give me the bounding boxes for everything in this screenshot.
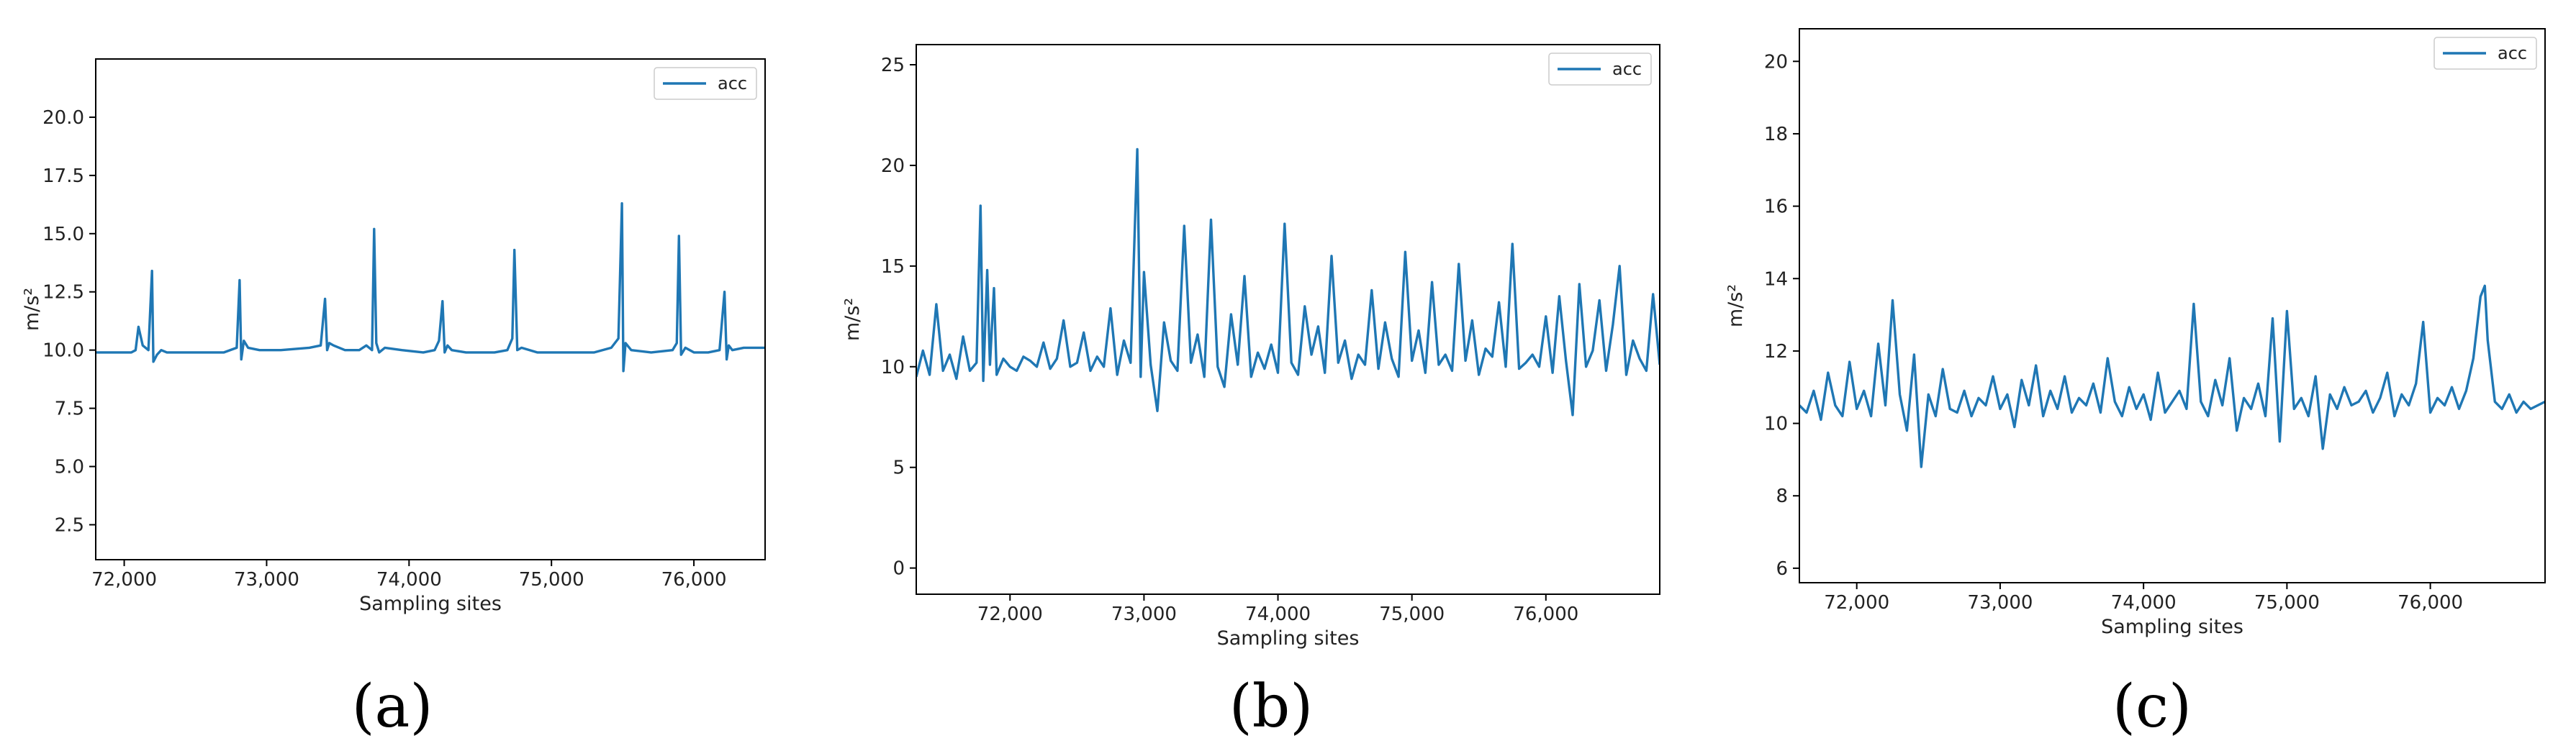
x-tick-label: 72,000	[91, 569, 157, 591]
series-line-acc	[916, 147, 1660, 417]
x-tick-label: 73,000	[1111, 604, 1177, 625]
y-tick-label: 12.5	[42, 282, 84, 304]
y-tick-label: 6	[1776, 558, 1788, 580]
chart-panel-b: 72,000 73,000 74,000 75,000 76,000 0 5 10 15 20 25…	[841, 44, 1660, 650]
series-line-acc	[1799, 284, 2545, 468]
y-tick-label: 0	[892, 558, 905, 580]
plot-frame	[95, 58, 766, 560]
x-tick-label: 75,000	[2254, 592, 2320, 614]
y-tick-label: 5	[892, 458, 905, 479]
y-tick-label: 25	[881, 55, 905, 76]
y-tick-label: 7.5	[55, 399, 84, 420]
y-tick-label: 18	[1764, 124, 1788, 145]
x-axis-label: Sampling sites	[1217, 627, 1360, 650]
x-tick-label: 74,000	[2111, 592, 2177, 614]
x-axis-label: Sampling sites	[2101, 616, 2243, 638]
y-tick-label: 16	[1764, 196, 1788, 218]
x-tick-label: 75,000	[519, 569, 584, 591]
x-tick-label: 75,000	[1379, 604, 1445, 625]
y-tick-label: 5.0	[55, 457, 84, 478]
x-tick-label: 76,000	[2398, 592, 2463, 614]
x-tick-label: 74,000	[376, 569, 442, 591]
plot-frame	[1799, 28, 2546, 583]
panel-caption-b: (b)	[1229, 673, 1313, 741]
panel-caption-c: (c)	[2112, 673, 2192, 741]
x-axis-label: Sampling sites	[359, 593, 502, 615]
chart-panel-c: 72,000 73,000 74,000 75,000 76,000 6 8 10 12 14 16…	[1725, 28, 2546, 638]
y-axis-label: m/s²	[21, 288, 43, 331]
y-tick-label: 10	[1764, 414, 1788, 435]
y-tick-label: 15.0	[42, 224, 84, 245]
legend-label: acc	[2498, 43, 2527, 63]
x-tick-label: 76,000	[661, 569, 727, 591]
y-tick-label: 12	[1764, 341, 1788, 363]
x-tick-label: 73,000	[1967, 592, 2033, 614]
y-tick-label: 17.5	[42, 165, 84, 187]
y-tick-label: 2.5	[55, 514, 84, 536]
x-tick-label: 73,000	[234, 569, 299, 591]
x-tick-label: 72,000	[977, 604, 1043, 625]
y-tick-label: 20.0	[42, 107, 84, 129]
y-tick-label: 20	[1764, 51, 1788, 73]
legend-label: acc	[1612, 59, 1642, 79]
x-tick-label: 76,000	[1513, 604, 1578, 625]
y-axis-label: m/s²	[841, 298, 864, 341]
y-tick-label: 10	[881, 357, 905, 378]
chart-panel-a: 72,000 73,000 74,000 75,000 76,000 2.5 5.0 7.5 1…	[21, 58, 766, 615]
y-axis-label: m/s²	[1725, 284, 1747, 327]
y-tick-label: 20	[881, 155, 905, 177]
panel-caption-a: (a)	[352, 673, 433, 741]
y-tick-label: 8	[1776, 486, 1788, 507]
x-tick-label: 72,000	[1824, 592, 1889, 614]
y-tick-label: 14	[1764, 268, 1788, 290]
legend-label: acc	[718, 73, 747, 94]
series-line-acc	[96, 202, 765, 373]
y-tick-label: 10.0	[42, 340, 84, 362]
x-tick-label: 74,000	[1245, 604, 1311, 625]
y-tick-label: 15	[881, 256, 905, 278]
plot-frame	[916, 44, 1660, 595]
